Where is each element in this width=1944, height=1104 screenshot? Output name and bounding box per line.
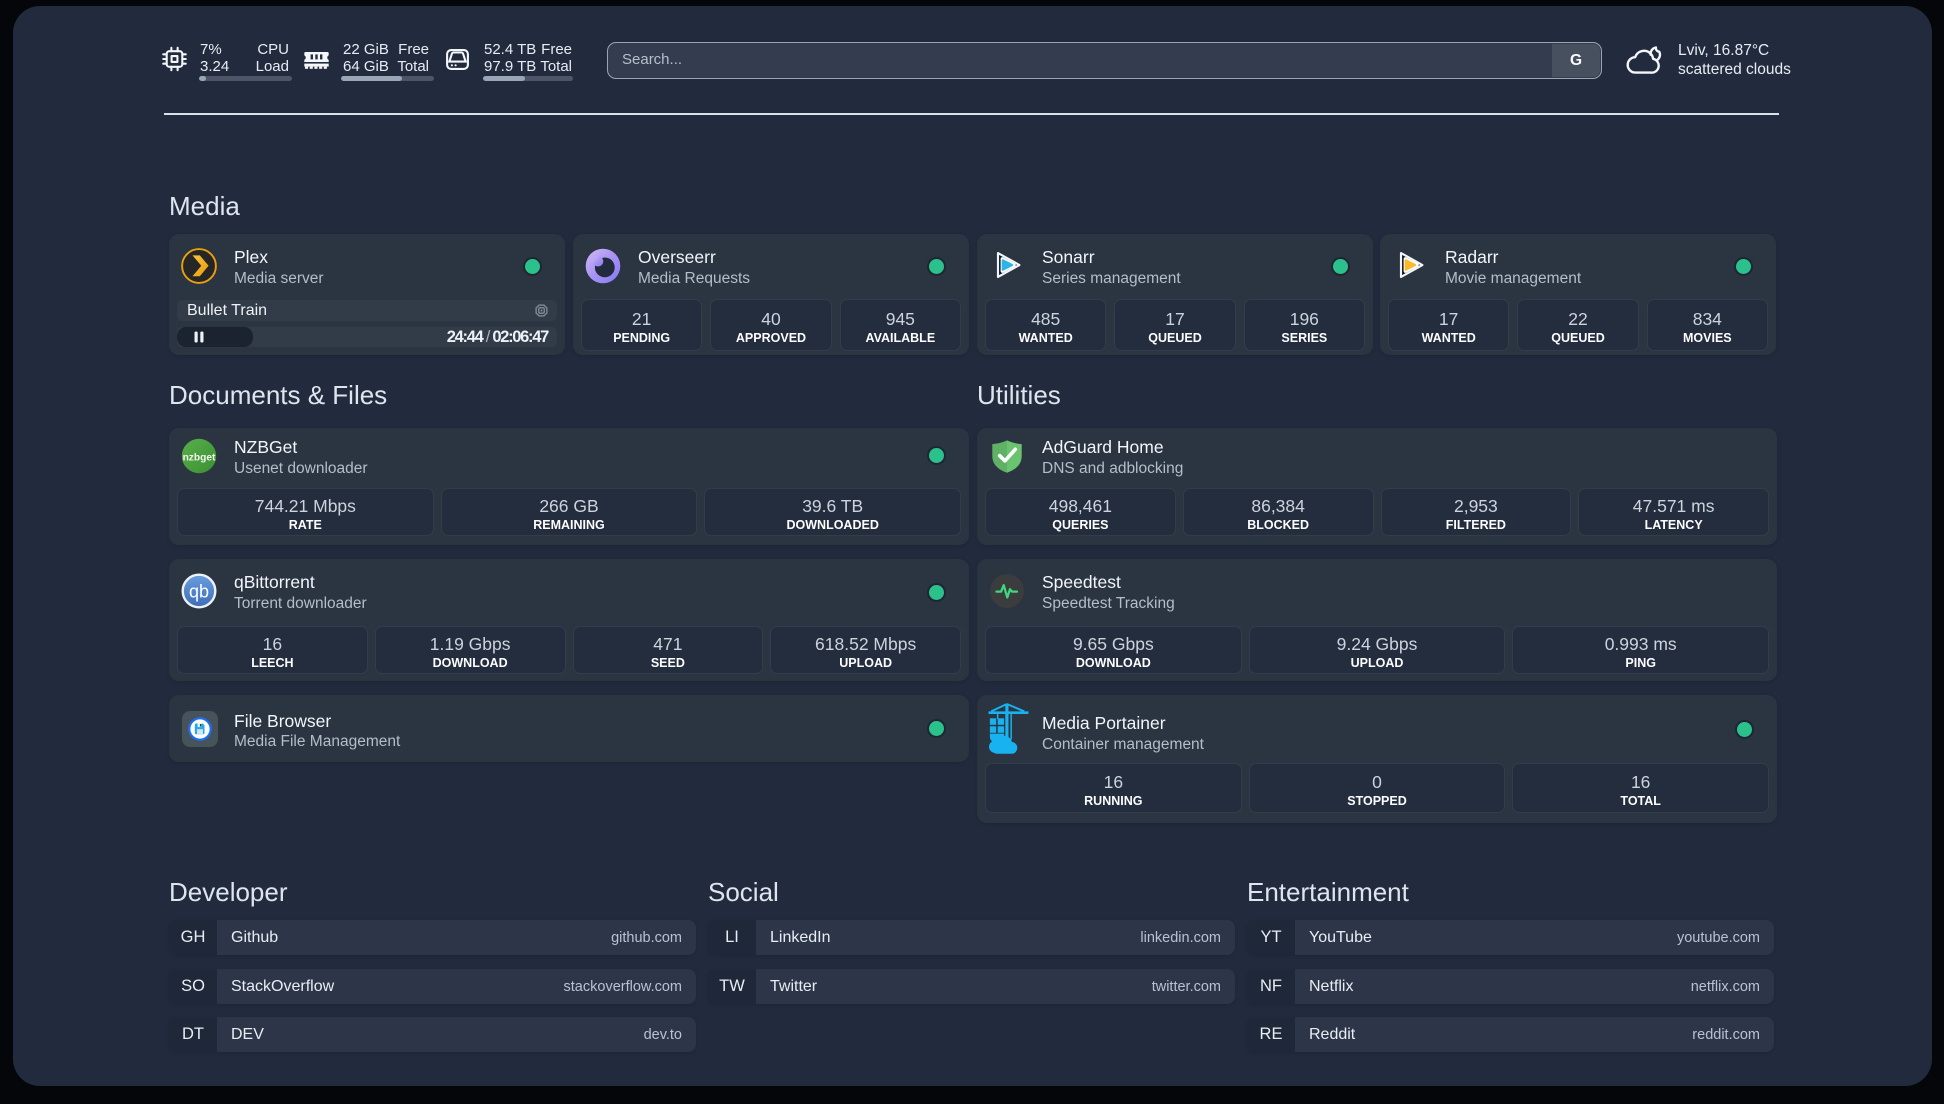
svg-text:nzbget: nzbget <box>183 452 216 463</box>
svg-text:qb: qb <box>189 581 209 601</box>
